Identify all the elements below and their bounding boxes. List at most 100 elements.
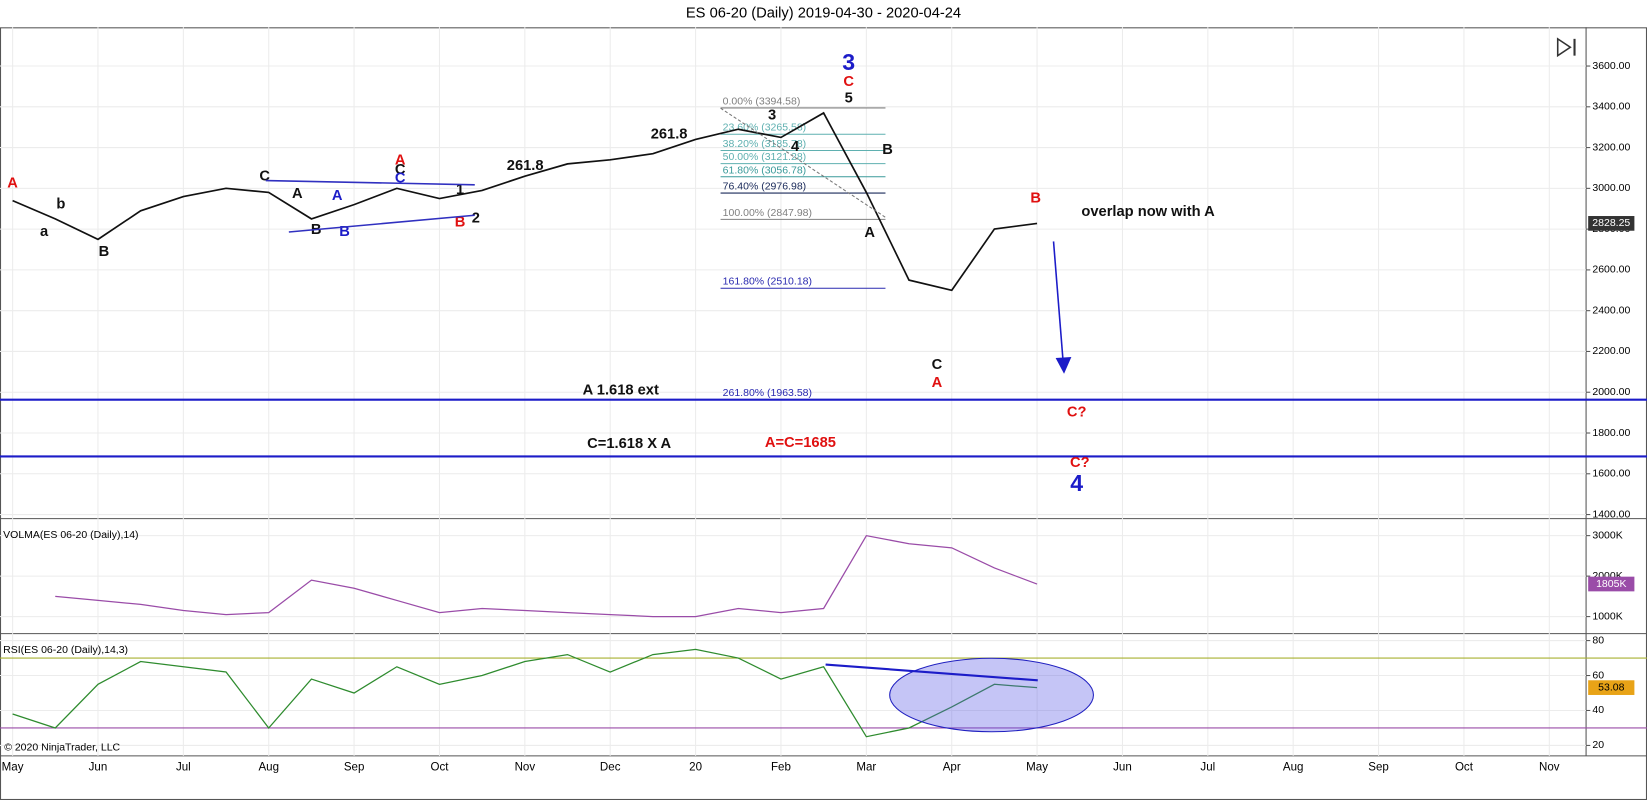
- fib-label: 23.60% (3265.58): [723, 122, 807, 134]
- fib-diagonal: [720, 107, 886, 218]
- wave-annotation: b: [56, 197, 65, 213]
- wave-annotation: 261.8: [507, 158, 544, 174]
- y-tick-label: 2000.00: [1592, 386, 1630, 398]
- wave-annotation: 2: [472, 210, 480, 226]
- fib-label: 161.80% (2510.18): [723, 276, 812, 288]
- x-tick-label: May: [1026, 762, 1048, 774]
- wave-annotation: 1: [456, 182, 464, 198]
- last-value-badge: [1588, 216, 1635, 231]
- x-tick-label: Jun: [1113, 762, 1132, 774]
- y-tick-label: 40: [1592, 704, 1604, 716]
- x-tick-label: Nov: [515, 762, 536, 774]
- arrow-head: [1055, 356, 1072, 374]
- y-tick-label: 3000.00: [1592, 182, 1630, 194]
- series-line: [12, 648, 1038, 738]
- series-line: [55, 534, 1038, 618]
- last-value-badge: [1588, 576, 1635, 592]
- wave-annotation: A: [864, 225, 875, 241]
- wave-annotation: B: [882, 142, 893, 158]
- x-tick-label: Jul: [176, 762, 191, 774]
- trend-line: [288, 214, 475, 233]
- x-tick-label: Nov: [1539, 762, 1560, 774]
- trend-line: [265, 179, 475, 186]
- x-tick-label: Aug: [1283, 762, 1304, 774]
- last-value-label: 53.08: [1598, 681, 1624, 693]
- panel-title: VOLMA(ES 06-20 (Daily),14): [3, 529, 138, 541]
- wave-annotation: C?: [1070, 455, 1090, 471]
- series-line: [12, 111, 1038, 292]
- x-tick-label: Oct: [1455, 762, 1474, 774]
- y-tick-label: 1600.00: [1592, 468, 1630, 480]
- x-tick-label: May: [2, 762, 24, 774]
- arrow: [1052, 241, 1064, 361]
- y-tick-label: 1400.00: [1592, 508, 1630, 520]
- wave-annotation: A=C=1685: [765, 435, 836, 451]
- x-tick-label: Feb: [771, 762, 791, 774]
- copyright: © 2020 NinjaTrader, LLC: [4, 741, 120, 753]
- x-tick-label: 20: [689, 762, 702, 774]
- wave-annotation: B: [99, 244, 110, 260]
- wave-annotation: A: [7, 176, 18, 192]
- x-tick-label: Mar: [856, 762, 876, 774]
- chart-title: ES 06-20 (Daily) 2019-04-30 - 2020-04-24: [686, 6, 961, 22]
- wave-annotation: 3: [842, 49, 855, 75]
- last-value-badge: [1588, 680, 1635, 695]
- divergence-line: [825, 663, 1038, 682]
- fib-label: 261.80% (1963.58): [723, 387, 812, 399]
- wave-annotation: 4: [791, 139, 800, 155]
- wave-annotation: C=1.618 X A: [587, 436, 671, 452]
- y-tick-label: 3600.00: [1592, 60, 1630, 72]
- y-tick-label: 3200.00: [1592, 141, 1630, 153]
- y-tick-label: 3400.00: [1592, 101, 1630, 113]
- y-tick-label: 1000K: [1592, 610, 1622, 622]
- wave-annotation: a: [40, 224, 49, 240]
- toolbar-icon[interactable]: [1556, 37, 1576, 58]
- wave-annotation: C: [395, 170, 406, 186]
- wave-annotation: A: [292, 186, 303, 202]
- fib-label: 50.00% (3121.28): [723, 151, 807, 163]
- wave-annotation: overlap now with A: [1081, 204, 1215, 220]
- x-tick-label: Dec: [600, 762, 621, 774]
- wave-annotation: C: [932, 357, 943, 373]
- wave-annotation: B: [339, 224, 350, 240]
- y-tick-label: 2200.00: [1592, 345, 1630, 357]
- fib-label: 76.40% (2976.98): [723, 181, 807, 193]
- wave-annotation: C: [259, 168, 270, 184]
- drawings: [265, 37, 1576, 733]
- wave-annotation: 3: [768, 107, 776, 123]
- x-tick-label: Jul: [1200, 762, 1215, 774]
- y-tick-label: 60: [1592, 669, 1604, 681]
- wave-annotation: C: [395, 162, 406, 178]
- y-tick-label: 2000K: [1592, 570, 1622, 582]
- y-tick-label: 1800.00: [1592, 427, 1630, 439]
- y-tick-label: 2600.00: [1592, 264, 1630, 276]
- last-value-label: 2828.25: [1592, 217, 1630, 229]
- frame: [0, 27, 1647, 800]
- wave-annotation: B: [455, 214, 466, 230]
- wave-annotation: 5: [845, 91, 853, 107]
- x-tick-label: Apr: [943, 762, 961, 774]
- wave-annotation: A: [395, 153, 406, 169]
- x-tick-label: Sep: [344, 762, 365, 774]
- x-tick-label: Jun: [89, 762, 108, 774]
- wave-annotation: A: [332, 188, 343, 204]
- panel-title: RSI(ES 06-20 (Daily),14,3): [3, 644, 128, 656]
- wave-annotation: C: [843, 74, 854, 90]
- wave-annotation: B: [1030, 190, 1041, 206]
- y-tick-label: 3000K: [1592, 529, 1622, 541]
- fib-label: 0.00% (3394.58): [723, 95, 801, 107]
- wave-annotation: 4: [1070, 470, 1083, 496]
- x-tick-label: Aug: [258, 762, 279, 774]
- fib-label: 100.00% (2847.98): [723, 207, 812, 219]
- x-tick-label: Sep: [1368, 762, 1389, 774]
- last-value-label: 1805K: [1596, 578, 1626, 590]
- fib-label: 61.80% (3056.78): [723, 164, 807, 176]
- fib-label: 38.20% (3185.78): [723, 138, 807, 150]
- x-tick-label: Oct: [430, 762, 449, 774]
- wave-annotation: A: [932, 375, 943, 391]
- y-tick-label: 80: [1592, 634, 1604, 646]
- plot: May Jun Jul Aug Sep Oct Nov Dec 20 Feb Mar Apr May Ju…: [0, 27, 1647, 773]
- y-tick-label: 2400.00: [1592, 304, 1630, 316]
- y-tick-label: 20: [1592, 739, 1604, 751]
